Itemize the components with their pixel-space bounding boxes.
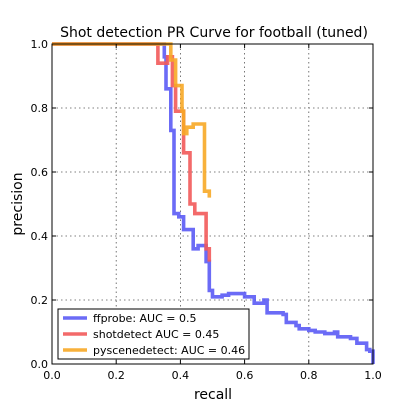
x-tick-label: 1.0 — [364, 369, 382, 382]
y-tick-label: 0.0 — [31, 358, 49, 371]
x-tick-label: 0.2 — [107, 369, 125, 382]
legend-label-1: ffprobe: AUC = 0.5 — [93, 312, 197, 325]
x-tick-label: 0.8 — [300, 369, 318, 382]
series-line-3 — [52, 42, 212, 198]
legend-label-3: pyscenedetect: AUC = 0.46 — [93, 344, 245, 357]
x-tick-label: 0.6 — [236, 369, 254, 382]
y-axis-label: precision — [10, 172, 26, 235]
legend: ffprobe: AUC = 0.5 shotdetect AUC = 0.45 p… — [57, 308, 250, 360]
legend-label-2: shotdetect AUC = 0.45 — [93, 328, 219, 341]
y-tick-label: 0.2 — [31, 294, 49, 307]
legend-box — [57, 308, 250, 360]
plot-frame — [51, 43, 374, 365]
series-layer — [52, 42, 375, 364]
y-tick-label: 1.0 — [31, 38, 49, 51]
x-axis-label: recall — [194, 387, 232, 403]
y-tick-label: 0.6 — [31, 166, 49, 179]
series-line-1 — [52, 42, 375, 364]
x-tick-label: 0.4 — [172, 369, 190, 382]
axis-ticks: 0.0 0.2 0.4 0.6 0.8 1.0 0.0 0.2 0.4 0.6 0.8 1.0 — [31, 38, 382, 382]
y-tick-label: 0.4 — [31, 230, 49, 243]
chart-title: Shot detection PR Curve for football (tu… — [60, 25, 368, 41]
x-tick-label: 0.0 — [43, 369, 61, 382]
y-tick-label: 0.8 — [31, 102, 49, 115]
